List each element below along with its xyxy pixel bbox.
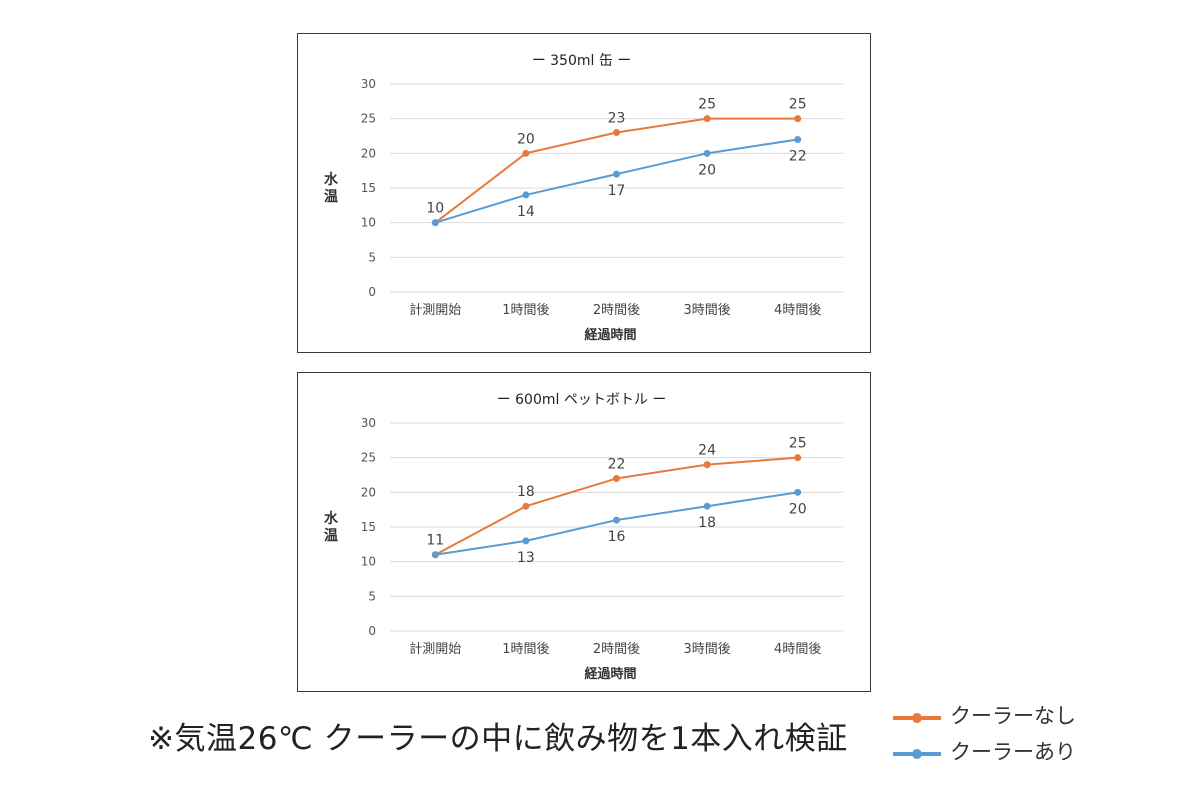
data-point <box>613 170 620 178</box>
legend-item-no-cooler: クーラーなし <box>893 700 1193 736</box>
chart-svg: ー 600ml ペットボトル ー 0 5 10 15 20 25 30 計測開始 1時間後 2時間後… <box>324 392 843 682</box>
y-tick-label: 5 <box>368 250 376 264</box>
legend-item-with-cooler: クーラーあり <box>893 736 1193 772</box>
y-axis-title: 温 <box>324 189 338 205</box>
data-point <box>613 129 620 137</box>
data-label: 10 <box>426 201 444 217</box>
y-tick-label: 30 <box>361 77 376 91</box>
x-tick-label: 2時間後 <box>593 303 640 318</box>
data-point <box>794 135 802 143</box>
legend-label-no-cooler: クーラーなし <box>950 704 1076 728</box>
data-label: 13 <box>517 550 535 566</box>
data-point <box>522 502 530 510</box>
chart-600ml-bottle: ー 600ml ペットボトル ー 0 5 10 15 20 25 30 計測開始 1時間後 2時間後… <box>297 372 871 692</box>
x-tick-label: 1時間後 <box>502 303 549 318</box>
data-label: 25 <box>698 97 716 113</box>
data-label: 18 <box>517 484 535 500</box>
y-tick-label: 20 <box>361 146 376 160</box>
y-tick-label: 15 <box>361 181 376 195</box>
data-point <box>703 149 711 157</box>
footnote: ※気温26℃ クーラーの中に飲み物を1本入れ検証 <box>148 721 848 757</box>
data-label: 11 <box>426 533 444 549</box>
legend: クーラーなし クーラーあり <box>893 700 1193 772</box>
data-label: 25 <box>789 97 807 113</box>
y-tick-label: 25 <box>361 451 376 465</box>
data-point <box>522 537 530 545</box>
data-point <box>613 516 620 524</box>
data-point <box>794 115 802 123</box>
data-label: 24 <box>698 443 716 459</box>
chart-svg: ー 350ml 缶 ー 0 5 10 15 20 25 30 計測開始 1時間後 2時間後 3時間後 4… <box>324 53 843 343</box>
x-tick-label: 2時間後 <box>593 642 640 657</box>
data-point <box>703 115 711 123</box>
y-tick-label: 0 <box>368 624 376 638</box>
data-label: 20 <box>698 162 716 178</box>
x-tick-label: 4時間後 <box>774 642 821 657</box>
data-label: 23 <box>608 111 626 127</box>
x-tick-label: 計測開始 <box>409 641 461 657</box>
data-label: 14 <box>517 204 535 220</box>
y-tick-label: 30 <box>361 416 376 430</box>
data-point <box>794 488 802 496</box>
data-point <box>703 461 711 469</box>
legend-marker-with-cooler <box>893 749 941 759</box>
y-tick-label: 25 <box>361 112 376 126</box>
data-point <box>431 219 439 227</box>
data-label: 25 <box>789 436 807 452</box>
y-tick-label: 15 <box>361 520 376 534</box>
chart-350ml-can: ー 350ml 缶 ー 0 5 10 15 20 25 30 計測開始 1時間後 2時間後 3時間後 4… <box>297 33 871 353</box>
data-label: 18 <box>698 515 716 531</box>
data-point <box>794 454 802 462</box>
x-tick-label: 計測開始 <box>409 302 461 318</box>
data-point <box>613 474 620 482</box>
x-axis-title: 経過時間 <box>584 327 636 343</box>
legend-marker-no-cooler <box>893 713 941 723</box>
chart-title: ー 350ml 缶 ー <box>532 53 632 69</box>
y-tick-label: 0 <box>368 285 376 299</box>
y-tick-label: 20 <box>361 485 376 499</box>
legend-label-with-cooler: クーラーあり <box>950 740 1076 764</box>
x-tick-label: 4時間後 <box>774 303 821 318</box>
data-point <box>522 191 530 199</box>
y-tick-label: 5 <box>368 589 376 603</box>
data-label: 20 <box>789 501 807 517</box>
data-point <box>703 502 711 510</box>
x-tick-label: 1時間後 <box>502 642 549 657</box>
data-point <box>431 551 439 559</box>
x-tick-label: 3時間後 <box>683 303 730 318</box>
x-tick-label: 3時間後 <box>683 642 730 657</box>
y-tick-label: 10 <box>361 555 376 569</box>
data-label: 20 <box>517 131 535 147</box>
data-label: 22 <box>608 456 626 472</box>
x-axis-title: 経過時間 <box>584 666 636 682</box>
y-tick-label: 10 <box>361 216 376 230</box>
data-label: 17 <box>608 183 626 199</box>
data-label: 16 <box>608 529 626 545</box>
y-axis-title: 水 <box>324 510 339 527</box>
data-label: 22 <box>789 148 807 164</box>
y-axis-title: 水 <box>324 171 339 188</box>
data-point <box>522 149 530 157</box>
y-axis-title: 温 <box>324 528 338 544</box>
chart-title: ー 600ml ペットボトル ー <box>497 392 667 408</box>
